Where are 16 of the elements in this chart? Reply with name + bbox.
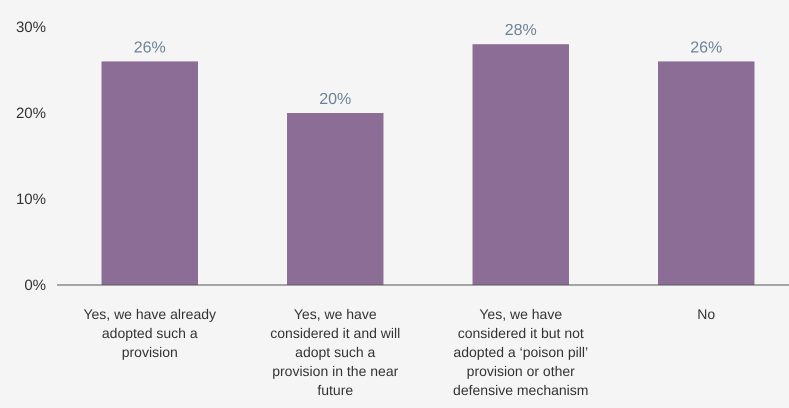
bar <box>102 61 198 285</box>
x-tick-label: Yes, we have considered it but not adopted a ‘poison pill’ provision or other defensive mechanism <box>453 306 588 398</box>
y-tick-label: 30% <box>16 18 46 36</box>
data-label: 26% <box>134 39 166 56</box>
bar <box>287 113 384 285</box>
data-label: 20% <box>319 91 352 108</box>
bar <box>472 44 569 285</box>
x-tick-label: No <box>697 306 716 322</box>
bar <box>658 61 754 285</box>
data-label: 28% <box>504 22 537 40</box>
x-tick-label: Yes, we have considered it and will adopt such a provision in the near future <box>270 306 400 398</box>
x-tick-label: Yes, we have already adopted such a provision <box>83 306 216 360</box>
data-label: 26% <box>690 39 722 56</box>
y-tick-label: 0% <box>24 276 46 294</box>
y-tick-label: 10% <box>16 190 46 208</box>
y-tick-label: 20% <box>16 104 46 122</box>
